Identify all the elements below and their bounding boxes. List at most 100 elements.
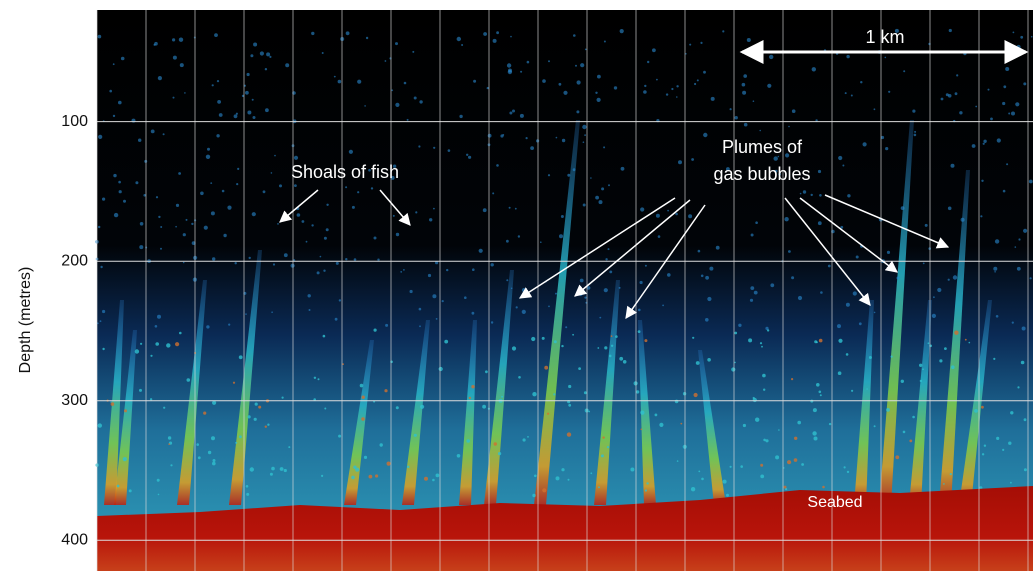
echo-dot (466, 154, 468, 156)
echo-dot (1017, 386, 1019, 388)
echo-dot (249, 257, 251, 259)
echo-dot (510, 36, 512, 38)
echo-dot (247, 111, 251, 115)
echo-dot (765, 439, 768, 442)
echo-dot (903, 70, 905, 72)
echo-dot (692, 337, 694, 339)
echo-dot (191, 223, 193, 225)
echo-dot (615, 335, 618, 338)
echo-dot (179, 38, 183, 42)
echo-dot (178, 172, 181, 175)
echo-dot (754, 291, 758, 295)
echo-dot (641, 429, 643, 431)
echo-dot (860, 81, 862, 83)
echo-dot (1003, 190, 1006, 193)
echo-dot (561, 215, 564, 218)
echo-dot (842, 165, 844, 167)
echo-dot (113, 174, 116, 177)
echo-dot (595, 196, 599, 200)
echo-dot (901, 206, 905, 210)
chart: Depth (metres) 1 km Shoals of fish Plume… (0, 0, 1033, 571)
echo-dot (851, 95, 853, 97)
echo-dot (923, 263, 925, 265)
echo-dot (522, 288, 526, 292)
echo-dot (294, 184, 297, 187)
echo-dot (803, 190, 806, 193)
echo-dot (990, 118, 993, 121)
echo-dot (213, 459, 216, 462)
echo-dot (734, 362, 736, 364)
echo-dot (374, 329, 377, 332)
echo-dot (788, 250, 791, 253)
echo-dot (468, 156, 471, 159)
echo-dot (284, 469, 287, 472)
echo-dot (282, 397, 284, 399)
echo-dot (820, 394, 822, 396)
echo-dot (233, 382, 235, 384)
echo-dot (219, 113, 223, 117)
echo-dot (1011, 112, 1015, 116)
echo-dot (997, 138, 1001, 142)
echo-dot (716, 246, 720, 250)
echo-dot (590, 472, 592, 474)
echo-dot (321, 475, 323, 477)
echo-dot (263, 190, 266, 193)
echo-dot (743, 74, 747, 78)
echo-dot (767, 84, 771, 88)
echo-dot (994, 271, 996, 273)
echo-dot (573, 168, 576, 171)
echo-dot (676, 96, 678, 98)
echo-dot (851, 390, 853, 392)
echo-dot (812, 431, 816, 435)
echo-dot (561, 345, 563, 347)
scale-label: 1 km (865, 27, 904, 47)
echo-dot (196, 443, 199, 446)
echo-dot (121, 57, 125, 61)
echo-dot (135, 181, 138, 184)
echo-dot (183, 233, 186, 236)
echo-dot (981, 406, 984, 409)
echo-dot (482, 405, 486, 409)
echo-dot (269, 56, 271, 58)
echo-dot (279, 184, 282, 187)
echo-dot (248, 415, 251, 418)
echo-dot (816, 341, 818, 343)
echo-dot (798, 296, 802, 300)
echo-dot (675, 213, 678, 216)
echo-dot (338, 80, 342, 84)
echo-dot (135, 349, 139, 353)
echo-dot (914, 134, 917, 137)
echo-dot (280, 467, 284, 471)
echo-dot (320, 256, 322, 258)
echo-dot (1008, 442, 1011, 445)
echo-dot (885, 147, 888, 150)
echo-dot (597, 98, 601, 102)
echo-dot (595, 92, 597, 94)
echo-dot (707, 297, 711, 301)
echo-dot (794, 437, 797, 440)
echo-dot (511, 288, 513, 290)
echo-dot (306, 241, 308, 243)
echo-dot (691, 487, 695, 491)
echo-dot (160, 226, 162, 228)
echo-dot (1024, 418, 1027, 421)
echo-dot (522, 310, 526, 314)
echo-dot (948, 279, 950, 281)
echo-dot (459, 115, 462, 118)
echo-dot (428, 274, 431, 277)
echo-dot (705, 276, 709, 280)
echo-dot (419, 308, 422, 311)
echo-dot (578, 367, 581, 370)
echo-dot (302, 220, 305, 223)
echo-dot (975, 106, 977, 108)
echo-dot (506, 240, 509, 243)
echo-dot (530, 146, 534, 150)
echo-dot (658, 235, 661, 238)
echo-dot (212, 257, 215, 260)
echo-dot (1003, 85, 1006, 88)
echo-dot (236, 113, 238, 115)
echo-dot (604, 346, 607, 349)
echo-dot (984, 445, 986, 447)
echo-dot (573, 34, 576, 37)
echo-dot (620, 29, 624, 33)
